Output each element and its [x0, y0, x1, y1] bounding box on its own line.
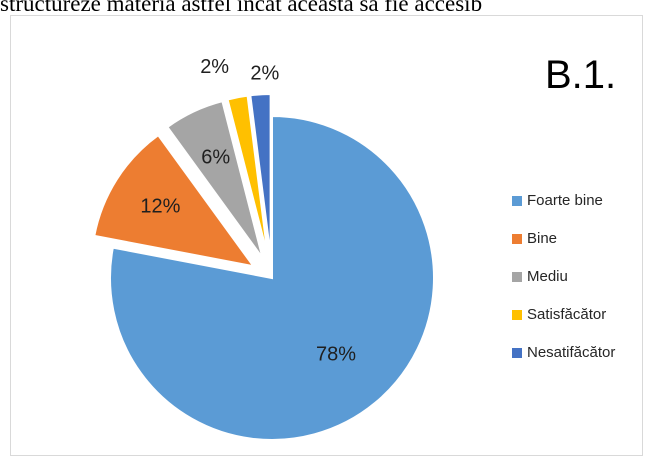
pie-slice-bine	[93, 133, 256, 268]
legend-swatch-mediu	[512, 272, 522, 282]
pie-slice-satisfacator	[226, 94, 269, 257]
legend-swatch-bine	[512, 234, 522, 244]
legend-swatch-nesatifacator	[512, 348, 522, 358]
legend-label-foarte-bine: Foarte bine	[527, 192, 603, 209]
legend-label-nesatifacator: Nesatifăcător	[527, 344, 615, 361]
legend-label-mediu: Mediu	[527, 268, 568, 285]
pie-slice-foarte-bine	[109, 114, 435, 441]
pie-slice-mediu	[166, 99, 264, 259]
legend-label-bine: Bine	[527, 230, 557, 247]
chart-legend: Foarte bine Bine Mediu Satisfăcător Nesatifă…	[512, 192, 615, 361]
chart-title: B.1.	[545, 53, 616, 97]
legend-swatch-satisfacator	[512, 310, 522, 320]
pie-label-nesatifacator: 2%	[250, 63, 279, 85]
pie-label-satisfacator: 2%	[200, 56, 229, 78]
legend-label-satisfacator: Satisfăcător	[527, 306, 606, 323]
legend-swatch-foarte-bine	[512, 196, 522, 206]
pie-label-mediu: 6%	[201, 147, 230, 169]
pie-slice-nesatifacator	[249, 93, 272, 257]
pie-label-bine: 12%	[140, 195, 180, 217]
pie-label-foarte-bine: 78%	[316, 344, 356, 366]
document-text-line: structureze materia astfel încât aceasta…	[0, 0, 483, 16]
